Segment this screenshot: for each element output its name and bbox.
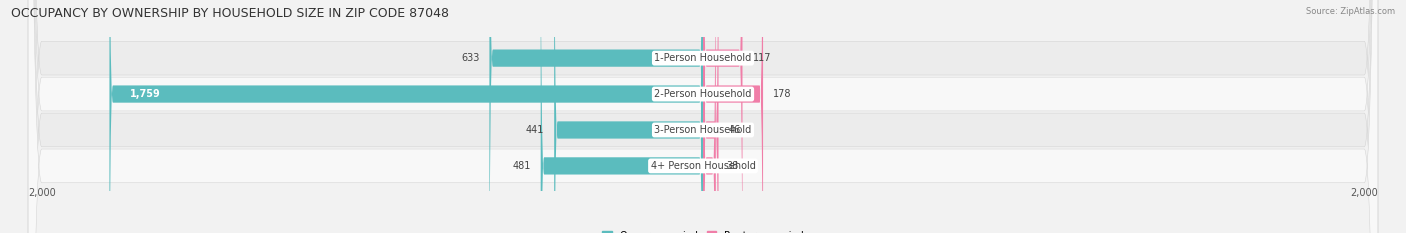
FancyBboxPatch shape <box>28 0 1378 233</box>
Text: 2,000: 2,000 <box>1350 188 1378 198</box>
Text: 2,000: 2,000 <box>28 188 56 198</box>
FancyBboxPatch shape <box>110 0 703 233</box>
FancyBboxPatch shape <box>554 0 703 233</box>
FancyBboxPatch shape <box>489 0 703 233</box>
Text: 38: 38 <box>725 161 738 171</box>
Text: OCCUPANCY BY OWNERSHIP BY HOUSEHOLD SIZE IN ZIP CODE 87048: OCCUPANCY BY OWNERSHIP BY HOUSEHOLD SIZE… <box>11 7 450 20</box>
FancyBboxPatch shape <box>703 0 718 233</box>
FancyBboxPatch shape <box>541 0 703 233</box>
Text: 3-Person Household: 3-Person Household <box>654 125 752 135</box>
Legend: Owner-occupied, Renter-occupied: Owner-occupied, Renter-occupied <box>599 227 807 233</box>
FancyBboxPatch shape <box>703 0 763 233</box>
FancyBboxPatch shape <box>703 0 716 233</box>
FancyBboxPatch shape <box>703 0 742 233</box>
Text: 633: 633 <box>461 53 479 63</box>
FancyBboxPatch shape <box>28 0 1378 233</box>
FancyBboxPatch shape <box>28 0 1378 233</box>
FancyBboxPatch shape <box>28 0 1378 233</box>
Text: 46: 46 <box>728 125 741 135</box>
Text: 441: 441 <box>526 125 544 135</box>
Text: 117: 117 <box>752 53 770 63</box>
Text: 2-Person Household: 2-Person Household <box>654 89 752 99</box>
Text: 178: 178 <box>773 89 792 99</box>
Text: Source: ZipAtlas.com: Source: ZipAtlas.com <box>1306 7 1395 16</box>
Text: 1,759: 1,759 <box>129 89 160 99</box>
Text: 1-Person Household: 1-Person Household <box>654 53 752 63</box>
Text: 4+ Person Household: 4+ Person Household <box>651 161 755 171</box>
Text: 481: 481 <box>512 161 530 171</box>
